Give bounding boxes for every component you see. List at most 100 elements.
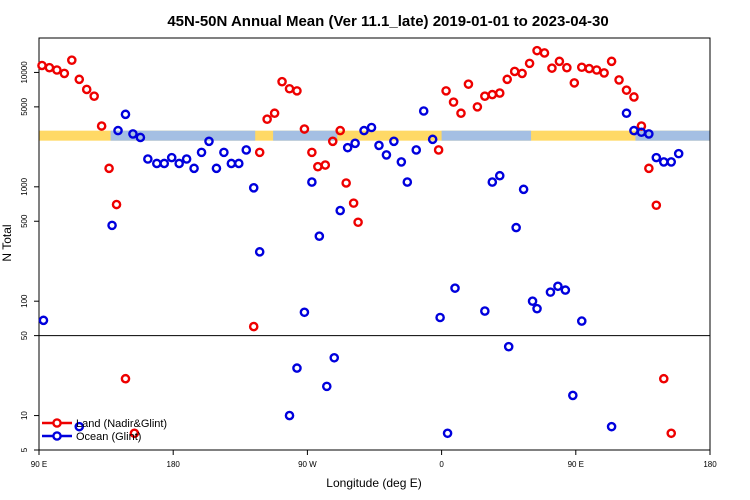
data-point [104,163,114,174]
data-point [606,421,617,432]
data-point [606,56,617,67]
legend-marker [52,431,62,441]
data-point [335,205,346,216]
data-point [74,74,85,85]
data-point [284,83,295,94]
data-point [269,108,280,119]
x-axis-label: Longitude (deg E) [326,476,421,490]
data-point [532,45,542,56]
data-point [159,158,170,169]
data-point [545,287,556,297]
x-tick-label: 180 [703,460,717,469]
y-tick-label: 500 [20,214,29,228]
data-point [284,410,295,421]
data-point [576,62,587,73]
data-point [402,177,413,187]
data-points [37,45,684,439]
x-tick-label: 90 E [568,460,584,469]
data-point [181,154,192,164]
data-point [411,145,422,155]
data-point [120,373,131,384]
y-tick-label: 50 [20,331,29,340]
data-point [327,136,338,147]
data-point [511,222,521,233]
x-tick-label: 90 E [31,460,47,469]
data-point [599,68,609,78]
data-point [433,145,444,155]
data-point [448,97,459,107]
data-point [591,65,602,75]
data-point [502,74,513,85]
data-point [509,66,520,77]
data-point [241,145,252,155]
data-point [59,68,70,79]
data-point [299,124,310,134]
data-point [151,158,162,169]
data-point [621,85,632,95]
data-point [342,142,353,153]
data-point [314,231,325,241]
data-point [524,58,535,69]
data-point [568,390,578,401]
band-ocean-segment [110,130,256,141]
data-point [518,184,529,195]
data-point [299,307,310,318]
data-point [166,152,177,163]
data-point [38,315,49,326]
data-point [107,220,117,231]
data-point [569,78,580,88]
band-ocean-segment [441,130,532,141]
data-point [89,91,99,101]
data-point [442,428,453,439]
data-point [292,86,302,96]
data-point [74,421,85,432]
data-point [547,63,557,73]
y-tick-label: 10 [20,411,29,420]
data-point [527,296,538,306]
legend-marker [52,418,62,428]
data-point [329,352,340,363]
data-point [248,183,259,193]
data-point [254,247,265,257]
data-point [614,75,624,85]
data-point [629,125,639,136]
data-point [472,102,483,112]
data-point [341,178,351,188]
data-point [254,147,265,158]
y-tick-label: 5000 [20,97,29,115]
legend-label: Ocean (Glint) [76,431,141,443]
data-point [135,132,146,143]
data-point [456,108,466,119]
legend: Land (Nadir&Glint)Ocean (Glint) [42,418,167,443]
data-point [487,89,498,100]
data-point [494,170,505,181]
data-point [562,62,572,73]
data-point [96,121,107,131]
chart-title: 45N-50N Annual Mean (Ver 11.1_late) 2019… [167,13,608,30]
plot-border [38,37,711,451]
x-tick-label: 0 [439,460,444,469]
data-point [67,55,77,65]
data-point [44,62,55,73]
data-point [359,125,369,136]
data-point [532,303,542,314]
data-point [292,363,302,373]
data-point [658,373,669,384]
data-point [234,158,244,169]
band-ocean-segment [635,130,710,141]
data-point [81,84,92,95]
data-point [553,281,563,292]
data-point [435,312,445,323]
data-point [450,283,460,293]
data-point [666,428,677,439]
data-point [427,134,438,145]
data-point [374,140,384,151]
data-point [621,108,632,119]
data-point [248,321,259,332]
y-axis: 10000 5000 1000 500 100 50 10 5 [20,61,39,452]
data-point [335,125,346,136]
data-point [396,157,407,167]
y-tick-label: 5 [20,447,29,452]
y-tick-label: 1000 [20,177,29,195]
data-point [211,163,222,174]
